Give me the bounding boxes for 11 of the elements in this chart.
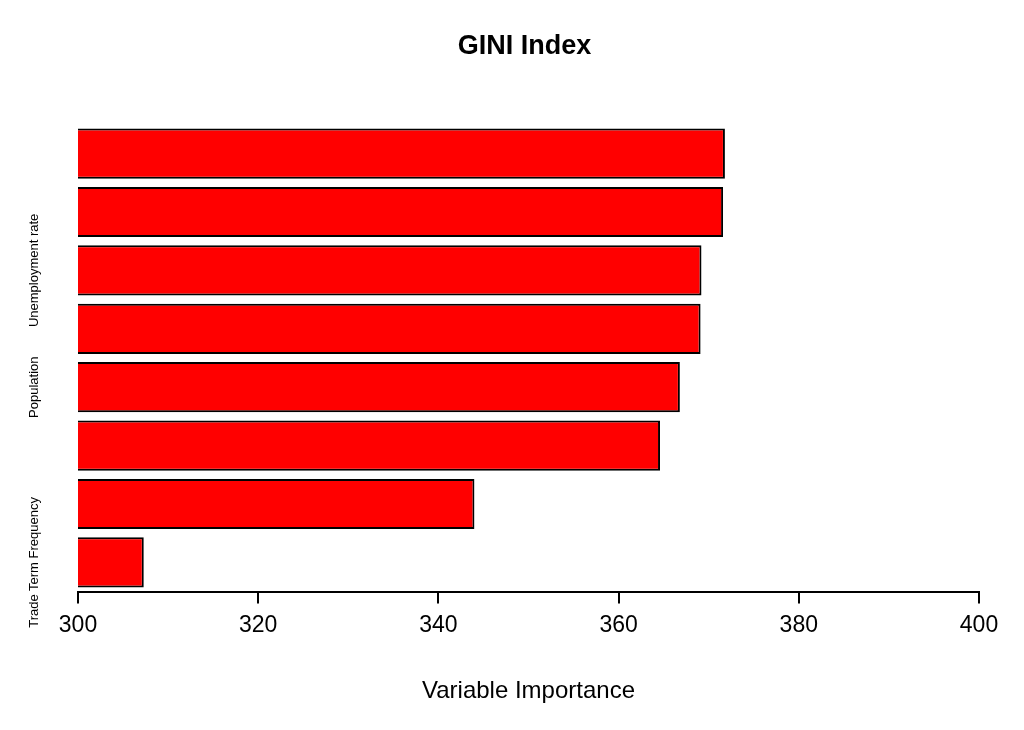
x-tick-label: 340 — [419, 610, 458, 637]
x-tick-label: 360 — [599, 610, 638, 637]
chart-title: GINI Index — [457, 29, 592, 60]
y-tick-label: Population — [25, 356, 41, 418]
x-tick-label: 300 — [58, 610, 98, 637]
x-tick-label: 400 — [959, 610, 999, 637]
x-tick-label: 380 — [779, 610, 818, 637]
y-tick-label: Trade Term Frequency — [25, 496, 41, 628]
x-axis-title: Variable Importance — [422, 676, 635, 704]
y-tick-label: Unemployment rate — [25, 213, 41, 328]
x-tick-label: 320 — [239, 610, 278, 637]
